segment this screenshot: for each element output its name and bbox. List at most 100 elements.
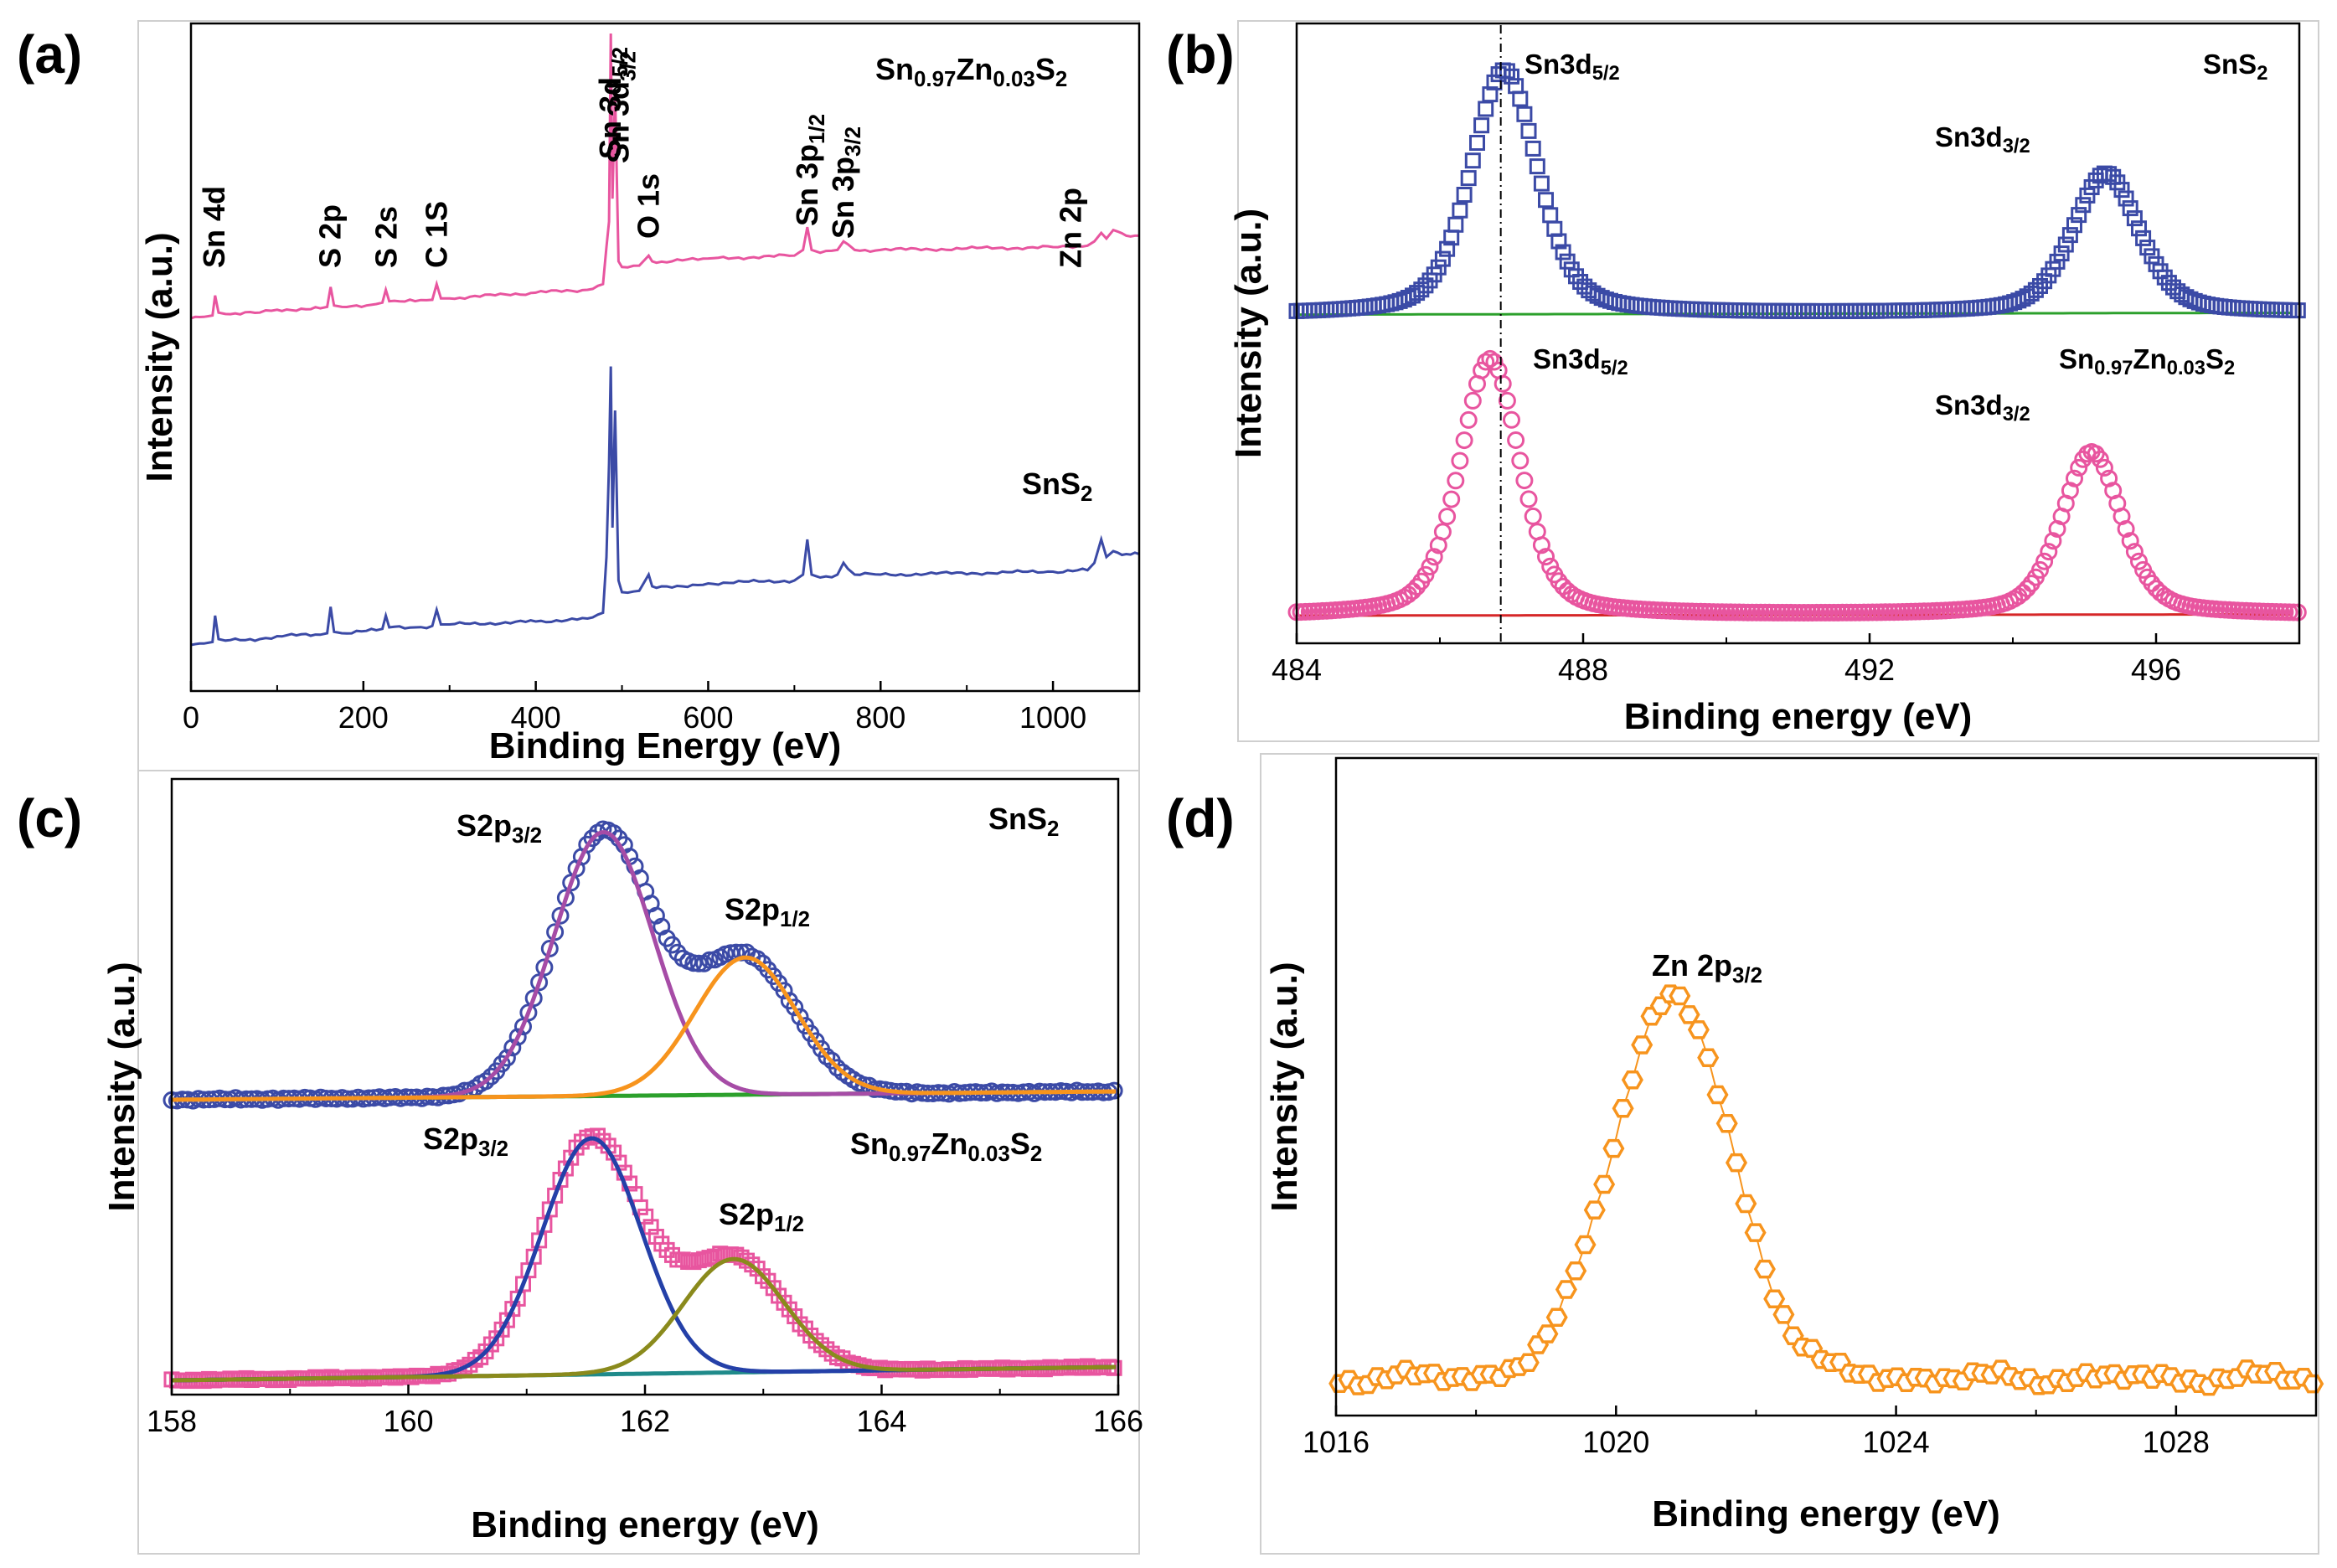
y-axis-label-d: Intensity (a.u.) <box>1264 962 1305 1211</box>
data-point-b-1 <box>1515 472 1534 490</box>
data-point-b-0 <box>1464 152 1481 169</box>
data-point-b-0 <box>2268 302 2285 318</box>
data-point-c-1 <box>664 1246 680 1263</box>
x-axis-label-b: Binding energy (eV) <box>1624 696 1973 737</box>
data-point-b-1 <box>1532 536 1550 554</box>
data-point-b-1 <box>1507 431 1525 449</box>
data-point-b-1 <box>1442 490 1461 508</box>
peak-label-a: S 2p <box>313 204 348 268</box>
data-point-b-0 <box>2264 302 2280 318</box>
legend-label-a-doped: Sn0.97Zn0.03S2 <box>875 52 1067 91</box>
x-tick-label-c: 158 <box>147 1404 197 1438</box>
data-point-b-0 <box>2113 182 2130 199</box>
data-point-c-1 <box>823 1345 840 1362</box>
peak-label-c: S2p3/2 <box>423 1122 508 1161</box>
y-axis-label-c: Intensity (a.u.) <box>101 962 142 1211</box>
data-point-b-0 <box>1829 302 1846 319</box>
peak-label-a: Sn 4d <box>197 186 231 268</box>
data-point-c-1 <box>685 1254 702 1271</box>
data-point-b-0 <box>1791 302 1808 319</box>
data-point-b-0 <box>1524 140 1541 157</box>
data-point-c-0 <box>524 989 543 1008</box>
data-point-b-0 <box>1460 170 1477 187</box>
data-point-b-1 <box>2040 543 2058 561</box>
data-point-b-0 <box>2277 302 2293 318</box>
data-point-c-0 <box>791 1008 809 1026</box>
data-point-d <box>1574 1235 1597 1255</box>
data-point-c-1 <box>755 1268 771 1285</box>
panel-border-a <box>137 20 1140 771</box>
data-point-b-0 <box>1813 303 1829 319</box>
data-point-b-0 <box>1744 302 1761 319</box>
data-point-d <box>1725 1153 1748 1173</box>
peak-label-a: Zn 2p <box>1054 188 1088 268</box>
data-point-c-0 <box>508 1028 527 1046</box>
data-point-b-0 <box>1653 299 1670 316</box>
data-point-d <box>1697 1048 1720 1067</box>
data-point-d <box>1744 1223 1767 1242</box>
data-point-b-0 <box>2079 187 2096 204</box>
data-point-b-0 <box>2156 269 2173 286</box>
data-point-b-0 <box>1538 192 1554 209</box>
data-point-c-1 <box>744 1256 761 1273</box>
data-point-d <box>1536 1324 1559 1344</box>
peak-label-b: Sn3d5/2 <box>1524 49 1620 85</box>
data-point-b-0 <box>1795 302 1812 319</box>
x-tick-label-b: 488 <box>1558 652 1608 687</box>
data-point-b-0 <box>1649 299 1666 316</box>
data-point-b-0 <box>1757 302 1773 319</box>
series-line-a-0 <box>190 33 1139 320</box>
data-point-d <box>1593 1174 1616 1194</box>
data-point-b-0 <box>1555 244 1571 260</box>
data-point-b-1 <box>2288 603 2307 622</box>
peak-label-d: Zn 2p3/2 <box>1652 948 1762 988</box>
series-line-a-1 <box>190 366 1140 647</box>
peak-label-c: S2p1/2 <box>719 1197 804 1236</box>
data-layer <box>163 33 2324 1396</box>
data-point-d <box>1669 986 1691 1006</box>
x-tick-label-d: 1024 <box>1863 1425 1930 1459</box>
x-tick-label-d: 1020 <box>1582 1425 1649 1459</box>
data-point-b-0 <box>1533 175 1550 192</box>
data-point-b-1 <box>2100 469 2118 487</box>
peak-label-a: Sn 3p1/2 <box>790 114 829 226</box>
panel-border-c <box>137 770 1140 1555</box>
data-point-b-1 <box>2031 560 2049 579</box>
legend-label-b-sns2: SnS2 <box>2203 49 2267 85</box>
axes-layer <box>170 22 2318 1417</box>
data-point-b-0 <box>1508 78 1524 95</box>
data-point-d <box>1517 1353 1540 1373</box>
data-point-b-0 <box>2053 245 2070 262</box>
panel-label-a: (a) <box>17 24 83 85</box>
x-tick-label-a: 800 <box>855 700 905 735</box>
data-point-b-0 <box>1886 302 1902 319</box>
data-point-b-0 <box>2122 200 2138 217</box>
peak-label-a: Sn 3d5/2 <box>593 47 632 159</box>
data-point-b-1 <box>1550 572 1568 591</box>
data-point-c-1 <box>531 1232 548 1249</box>
peak-label-a: C 1S <box>419 201 453 268</box>
data-point-b-0 <box>1752 302 1769 319</box>
legend-label-b-doped: Sn0.97Zn0.03S2 <box>2059 343 2235 379</box>
data-point-b-0 <box>1520 122 1537 139</box>
data-point-b-0 <box>1864 302 1880 319</box>
data-point-b-1 <box>1511 451 1530 470</box>
x-tick-label-c: 164 <box>856 1404 906 1438</box>
data-point-d <box>1687 1020 1710 1039</box>
data-point-d <box>1735 1194 1757 1214</box>
x-tick-label-a: 400 <box>511 700 561 735</box>
data-point-b-0 <box>1860 302 1876 319</box>
data-point-b-0 <box>2289 302 2306 319</box>
data-point-c-1 <box>498 1312 515 1328</box>
data-point-b-1 <box>2091 450 2109 468</box>
data-point-c-1 <box>504 1301 521 1318</box>
data-point-b-1 <box>2117 520 2135 538</box>
peak-fit-1-2-c-0 <box>172 955 1117 1102</box>
data-point-b-1 <box>2121 532 2139 550</box>
data-point-b-0 <box>1808 302 1825 319</box>
panel-label-d: (d) <box>1166 788 1235 848</box>
data-point-b-0 <box>2131 220 2147 237</box>
data-point-b-1 <box>1455 431 1473 450</box>
data-point-b-0 <box>2135 230 2152 246</box>
data-point-b-0 <box>1740 302 1757 319</box>
